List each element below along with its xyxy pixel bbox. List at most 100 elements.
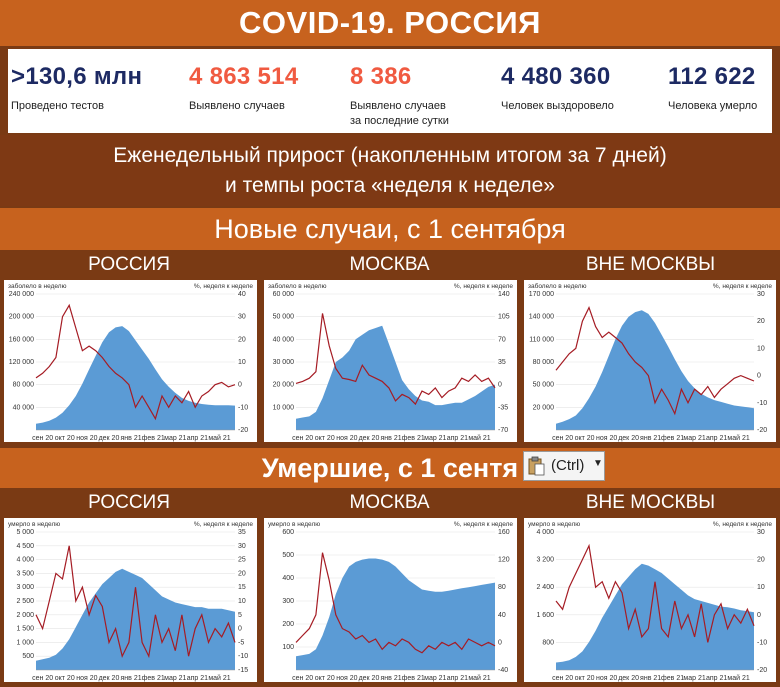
x-tick-label: ноя 20 bbox=[596, 435, 617, 442]
right-tick-label: 0 bbox=[498, 639, 502, 646]
right-tick-label: -35 bbox=[498, 404, 508, 411]
right-tick-label: 5 bbox=[238, 612, 242, 619]
right-tick-label: 25 bbox=[238, 557, 246, 564]
x-tick-label: дек 20 bbox=[99, 435, 120, 442]
right-tick-label: 0 bbox=[757, 612, 761, 619]
left-tick-label: 3 500 bbox=[16, 570, 34, 577]
stat-recovered: 4 480 360 Человек выздоровело bbox=[501, 63, 614, 114]
right-tick-label: -15 bbox=[238, 667, 248, 674]
x-tick-label: мар 21 bbox=[424, 435, 446, 442]
page-title: COVID-19. РОССИЯ bbox=[0, 0, 780, 46]
stat-label-line2: за последние сутки bbox=[350, 115, 449, 127]
left-tick-label: 60 000 bbox=[273, 291, 295, 298]
left-tick-label: 500 bbox=[22, 653, 34, 660]
right-tick-label: 10 bbox=[757, 345, 765, 352]
stat-value: >130,6 млн bbox=[11, 63, 143, 90]
x-tick-label: ноя 20 bbox=[336, 675, 357, 682]
stat-tests: >130,6 млн Проведено тестов bbox=[11, 63, 142, 114]
clipboard-icon bbox=[528, 456, 545, 476]
region-title: МОСКВА bbox=[261, 490, 518, 516]
x-tick-label: май 21 bbox=[208, 434, 230, 442]
right-tick-label: 30 bbox=[757, 529, 765, 536]
right-tick-label: 20 bbox=[757, 318, 765, 325]
line-series bbox=[555, 543, 755, 643]
stat-value: 8 386 bbox=[350, 63, 412, 90]
right-tick-label: -20 bbox=[757, 427, 767, 434]
x-tick-label: сен 20 bbox=[552, 675, 573, 682]
right-tick-label: -10 bbox=[757, 400, 767, 407]
right-tick-label: 10 bbox=[238, 598, 246, 605]
x-tick-label: дек 20 bbox=[618, 435, 639, 442]
left-tick-label: 4 000 bbox=[536, 529, 554, 536]
x-tick-label: дек 20 bbox=[359, 435, 380, 442]
left-tick-label: 1 000 bbox=[16, 639, 34, 646]
chart-cases-russia: заболело в неделю %, неделя к неделе 240 0… bbox=[4, 280, 257, 442]
x-tick-label: ноя 20 bbox=[76, 435, 97, 442]
x-tick-label: окт 20 bbox=[575, 675, 595, 682]
x-tick-label: окт 20 bbox=[315, 675, 335, 682]
right-tick-label: -70 bbox=[498, 427, 508, 434]
left-tick-label: 2 000 bbox=[16, 612, 34, 619]
area-series bbox=[36, 326, 235, 430]
x-tick-label: янв 21 bbox=[381, 435, 402, 442]
right-tick-label: 80 bbox=[498, 584, 506, 591]
right-tick-label: 160 bbox=[498, 529, 510, 536]
chart-svg: умерло в неделю %, неделя к неделе 4 000 3 … bbox=[528, 521, 772, 682]
right-tick-label: 70 bbox=[498, 336, 506, 343]
left-tick-label: 4 500 bbox=[16, 543, 34, 550]
right-tick-label: 30 bbox=[757, 291, 765, 298]
x-tick-label: фев 21 bbox=[661, 435, 684, 442]
left-tick-label: 600 bbox=[282, 529, 294, 536]
stat-label-line1: Выявлено случаев bbox=[350, 100, 446, 112]
left-tick-label: 170 000 bbox=[529, 291, 554, 298]
stat-label: Проведено тестов bbox=[11, 100, 104, 112]
x-tick-label: ноя 20 bbox=[336, 435, 357, 442]
area-series bbox=[556, 563, 754, 670]
x-tick-label: фев 21 bbox=[142, 675, 165, 682]
x-tick-label: мар 21 bbox=[683, 435, 705, 442]
left-tick-label: 110 000 bbox=[529, 336, 554, 343]
stat-value: 4 863 514 bbox=[189, 63, 299, 90]
stat-value: 4 480 360 bbox=[501, 63, 611, 90]
left-tick-label: 120 000 bbox=[9, 359, 34, 366]
x-tick-label: апр 21 bbox=[447, 435, 468, 442]
chart-svg: заболело в неделю %, неделя к неделе 170 0… bbox=[528, 282, 772, 442]
left-tick-label: 40 000 bbox=[273, 336, 295, 343]
x-tick-label: сен 20 bbox=[552, 435, 573, 442]
region-title: РОССИЯ bbox=[0, 252, 258, 278]
left-tick-label: 10 000 bbox=[273, 404, 295, 411]
left-tick-label: 5 000 bbox=[16, 529, 34, 536]
paste-options-button[interactable]: (Ctrl) ▼ bbox=[523, 451, 605, 481]
left-tick-label: 80 000 bbox=[533, 359, 555, 366]
paste-label: (Ctrl) bbox=[551, 457, 585, 474]
line-series bbox=[555, 306, 755, 416]
weekly-header-line1: Еженедельный прирост (накопленным итогом… bbox=[113, 144, 667, 167]
right-tick-label: -40 bbox=[498, 667, 508, 674]
x-tick-label: янв 21 bbox=[640, 435, 661, 442]
right-tick-label: 0 bbox=[238, 626, 242, 633]
right-tick-label: 120 bbox=[498, 557, 510, 564]
right-tick-label: 140 bbox=[498, 291, 510, 298]
left-tick-label: 200 000 bbox=[9, 314, 34, 321]
left-tick-label: 1 500 bbox=[16, 626, 34, 633]
left-axis-caption: заболело в неделю bbox=[528, 282, 587, 290]
right-tick-label: 0 bbox=[238, 382, 242, 389]
left-tick-label: 500 bbox=[282, 552, 294, 559]
line-series bbox=[295, 313, 496, 406]
stat-deaths: 112 622 Человека умерло bbox=[668, 63, 757, 114]
x-tick-label: окт 20 bbox=[55, 675, 75, 682]
chart-svg: умерло в неделю %, неделя к неделе 5 000 4 … bbox=[8, 521, 253, 682]
chart-cases-outside: заболело в неделю %, неделя к неделе 170 0… bbox=[524, 280, 776, 442]
right-tick-label: -10 bbox=[238, 653, 248, 660]
x-tick-label: сен 20 bbox=[32, 675, 53, 682]
x-tick-label: мар 21 bbox=[164, 435, 186, 442]
chart-deaths-moscow: умерло в неделю %, неделя к неделе 600 500 4… bbox=[264, 518, 517, 682]
stat-cases: 4 863 514 Выявлено случаев bbox=[189, 63, 298, 114]
left-tick-label: 20 000 bbox=[273, 382, 295, 389]
section-cases-title: Новые случаи, с 1 сентября bbox=[0, 208, 780, 250]
x-tick-label: мар 21 bbox=[683, 675, 705, 682]
stat-label: Выявлено случаев bbox=[189, 100, 285, 112]
x-tick-label: фев 21 bbox=[402, 435, 425, 442]
right-tick-label: -5 bbox=[238, 639, 244, 646]
right-axis-caption: %, неделя к неделе bbox=[713, 521, 772, 528]
